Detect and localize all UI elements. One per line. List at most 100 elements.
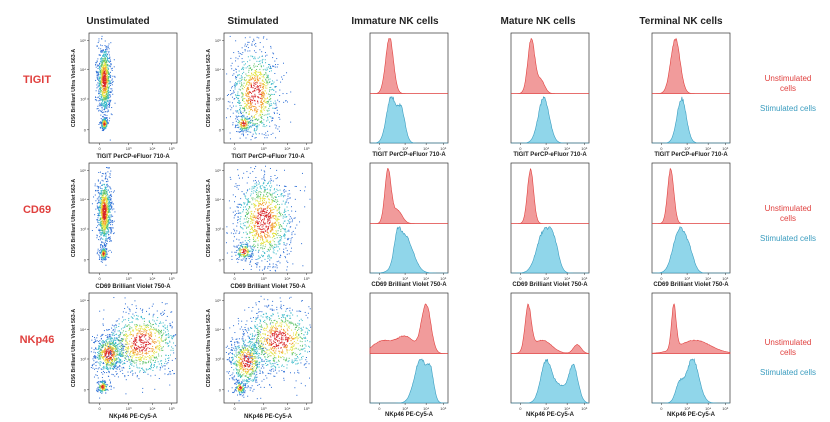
x-tick-label: 10⁴	[284, 276, 290, 281]
y-tick-label: 10⁵	[215, 298, 221, 303]
x-tick-label: 10⁵	[440, 406, 446, 411]
x-axis-label: TIGIT PerCP-eFluor 710-A	[231, 154, 305, 160]
unstimulated-histogram	[651, 303, 731, 354]
x-tick-label: 10³	[402, 406, 408, 411]
x-tick-label: 0	[378, 406, 381, 411]
legend-unstimulated-cont: cells	[780, 348, 796, 357]
stimulated-histogram	[652, 358, 730, 404]
histogram-nkp46-terminal: NKp46 PE-Cy5-A 0 10³ 10⁴ 10⁵	[651, 292, 731, 418]
x-axis-label: TIGIT PerCP-eFluor 710-A	[96, 154, 170, 160]
y-tick-label: 10³	[80, 357, 86, 362]
y-tick-label: 0	[219, 387, 222, 392]
row-label-nkp46: NKp46	[20, 334, 55, 346]
y-tick-label: 10⁴	[80, 197, 86, 202]
x-axis-label: CD69 Brilliant Violet 750-A	[371, 282, 447, 288]
x-tick-label: 10⁵	[440, 146, 446, 151]
y-axis-label: CD56 Brilliant Ultra Violet 563-A	[71, 309, 77, 388]
x-axis-label: TIGIT PerCP-eFluor 710-A	[372, 152, 446, 158]
histogram-cd69-mature: CD69 Brilliant Violet 750-A0 10³ 10⁴ 10⁵	[510, 162, 590, 288]
x-tick-label: 10⁴	[705, 406, 711, 411]
x-tick-label: 0	[233, 276, 236, 281]
x-tick-label: 10⁵	[722, 146, 728, 151]
stimulated-histogram	[370, 358, 448, 404]
scatter-plot-cd69-stimulated: CD56 Brilliant Ultra Violet 563-A CD69 Br…	[206, 162, 313, 290]
plot-frame	[223, 292, 313, 404]
y-tick-label: 10³	[215, 227, 221, 232]
x-tick-label: 10⁴	[564, 406, 570, 411]
column-header-2: Immature NK cells	[351, 16, 439, 27]
x-axis-label: NKp46 PE-Cy5-A	[385, 412, 434, 418]
y-tick-label: 0	[84, 387, 87, 392]
x-tick-label: 10³	[543, 406, 549, 411]
legend-unstimulated: Unstimulated	[765, 338, 812, 347]
x-tick-label: 10⁵	[722, 406, 728, 411]
histogram-tigit-immature: TIGIT PerCP-eFluor 710-A0 10³ 10⁴ 10⁵	[369, 32, 449, 158]
x-tick-label: 0	[519, 406, 522, 411]
x-tick-label: 10⁴	[564, 276, 570, 281]
y-tick-label: 10³	[80, 227, 86, 232]
x-tick-label: 10⁴	[149, 276, 155, 281]
x-tick-label: 10⁴	[705, 146, 711, 151]
y-tick-label: 0	[84, 257, 87, 262]
x-axis-label: NKp46 PE-Cy5-A	[109, 414, 158, 420]
x-tick-label: 0	[519, 146, 522, 151]
stimulated-histogram	[652, 226, 730, 274]
x-tick-label: 0	[233, 146, 236, 151]
unstimulated-histogram	[510, 303, 590, 354]
scatter-points	[91, 166, 116, 266]
histogram-cd69-terminal: CD69 Brilliant Violet 750-A0 10³ 10⁴ 10⁵	[651, 162, 731, 288]
x-axis-label: CD69 Brilliant Violet 750-A	[653, 282, 729, 288]
y-tick-label: 10⁴	[215, 327, 221, 332]
row-label-cd69: CD69	[23, 204, 51, 216]
y-tick-label: 10⁴	[215, 67, 221, 72]
x-tick-label: 10⁴	[284, 146, 290, 151]
x-tick-label: 10⁵	[169, 146, 175, 151]
x-tick-label: 10⁵	[440, 276, 446, 281]
x-tick-label: 10⁴	[149, 406, 155, 411]
legend-unstimulated-cont: cells	[780, 214, 796, 223]
stimulated-histogram	[652, 96, 730, 144]
x-tick-label: 10⁵	[169, 276, 175, 281]
histogram-nkp46-immature: NKp46 PE-Cy5-A 0 10³ 10⁴ 10⁵	[369, 292, 449, 418]
column-header-1: Stimulated	[227, 16, 278, 27]
x-tick-label: 10⁴	[423, 276, 429, 281]
legend-unstimulated: Unstimulated	[765, 204, 812, 213]
histogram-nkp46-mature: NKp46 PE-Cy5-A 0 10³ 10⁴ 10⁵	[510, 292, 590, 418]
legend-stimulated: Stimulated cells	[760, 104, 816, 113]
y-axis-label: CD56 Brilliant Ultra Violet 563-A	[206, 309, 212, 388]
x-axis-label: NKp46 PE-Cy5-A	[667, 412, 716, 418]
x-tick-label: 10³	[402, 146, 408, 151]
scatter-points	[90, 297, 177, 399]
y-axis-label: CD56 Brilliant Ultra Violet 563-A	[71, 49, 77, 128]
x-tick-label: 10⁵	[304, 406, 310, 411]
scatter-plot-tigit-stimulated: CD56 Brilliant Ultra Violet 563-A TIGIT P…	[206, 32, 313, 160]
x-tick-label: 0	[378, 146, 381, 151]
x-tick-label: 0	[660, 146, 663, 151]
x-tick-label: 10⁴	[284, 406, 290, 411]
plot-frame	[223, 32, 313, 144]
stimulated-histogram	[511, 358, 590, 404]
y-tick-label: 10³	[80, 97, 86, 102]
plot-frame	[651, 32, 731, 144]
y-tick-label: 10⁵	[80, 168, 86, 173]
scatter-points	[225, 165, 311, 272]
x-tick-label: 10³	[684, 406, 690, 411]
stimulated-histogram	[370, 226, 448, 274]
stimulated-histogram	[370, 96, 448, 144]
scatter-plot-nkp46-stimulated: CD56 Brilliant Ultra Violet 563-A NKp46 P…	[206, 292, 313, 420]
x-tick-label: 10³	[126, 406, 132, 411]
stimulated-histogram	[511, 226, 589, 274]
y-axis-label: CD56 Brilliant Ultra Violet 563-A	[71, 179, 77, 258]
legend-unstimulated: Unstimulated	[765, 74, 812, 83]
x-tick-label: 0	[660, 406, 663, 411]
x-tick-label: 10⁴	[564, 146, 570, 151]
y-tick-label: 0	[219, 127, 222, 132]
y-tick-label: 10⁴	[80, 67, 86, 72]
y-tick-label: 10⁵	[80, 298, 86, 303]
histogram-tigit-mature: TIGIT PerCP-eFluor 710-A0 10³ 10⁴ 10⁵	[510, 32, 590, 158]
x-axis-label: CD69 Brilliant Violet 750-A	[512, 282, 588, 288]
